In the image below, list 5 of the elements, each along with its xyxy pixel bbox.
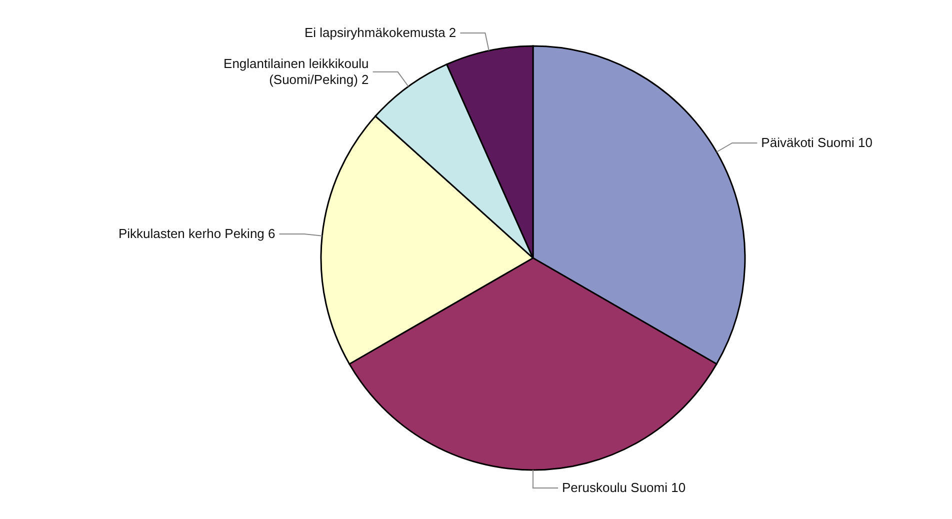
slice-label: Pikkulasten kerho Peking 6 bbox=[118, 226, 276, 241]
slice-label: Englantilainen leikkikoulu (Suomi/Peking) 2 bbox=[224, 56, 369, 87]
slice-label: Päiväkoti Suomi 10 bbox=[761, 135, 872, 150]
slice-label: Ei lapsiryhmäkokemusta 2 bbox=[304, 25, 456, 40]
slice-label: Peruskoulu Suomi 10 bbox=[562, 480, 686, 495]
